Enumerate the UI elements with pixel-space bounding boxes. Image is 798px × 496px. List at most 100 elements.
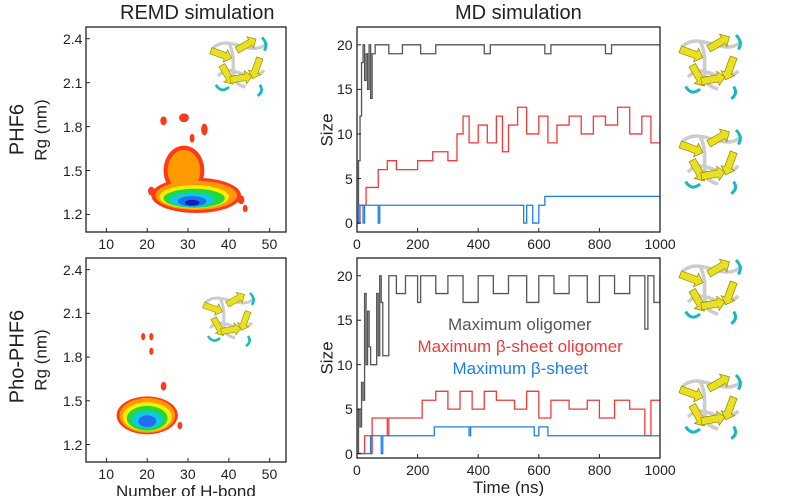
contour-level-5 xyxy=(138,415,157,428)
y-tick-label: 2.1 xyxy=(63,305,83,322)
contour-level-0 xyxy=(149,333,154,341)
x-tick-label: 1000 xyxy=(644,236,676,252)
beta-strand-arrow xyxy=(225,291,245,308)
y-tick-label: 0 xyxy=(345,445,353,462)
contour-level-1 xyxy=(167,150,201,191)
x-tick-label: 600 xyxy=(527,236,551,252)
y-tick-label: 2.4 xyxy=(63,30,83,47)
x-tick-label: 50 xyxy=(261,236,278,252)
x-tick-label: 400 xyxy=(466,462,491,478)
panel-1 xyxy=(356,26,661,233)
beta-strand-arrow xyxy=(678,45,704,63)
protein-structure-md-phf6-1 xyxy=(678,33,744,100)
contour-level-0 xyxy=(160,116,167,126)
contour-level-0 xyxy=(179,113,189,123)
x-tick-label: 20 xyxy=(139,236,155,252)
protein-structure-remd-pho-phf6 xyxy=(202,291,257,348)
y-tick-label: 2.4 xyxy=(63,261,83,278)
beta-strand-arrow xyxy=(700,165,726,182)
y-axis-label: Size xyxy=(317,341,337,375)
beta-strand-arrow xyxy=(720,150,738,176)
beta-strand-arrow xyxy=(678,385,704,403)
beta-strand-arrow xyxy=(234,36,257,54)
y-tick-label: 20 xyxy=(337,267,353,284)
contour-level-0 xyxy=(242,204,248,213)
beta-strand-arrow xyxy=(220,322,242,336)
y-tick-label: 10 xyxy=(337,356,353,373)
series-beta_oligomer xyxy=(357,106,660,224)
remd-column-title: REMD simulation xyxy=(120,2,275,24)
contour-level-6 xyxy=(184,199,200,206)
x-axis-label: Time (ns) xyxy=(473,478,545,496)
y-tick-label: 5 xyxy=(345,401,353,418)
axes-frame xyxy=(356,26,661,233)
cyan-coil xyxy=(206,292,255,348)
y-tick-label: 1.8 xyxy=(63,118,83,135)
x-axis-label: Number of H-bond xyxy=(116,482,256,496)
beta-strand-arrow xyxy=(700,410,726,427)
beta-strand-arrow xyxy=(202,301,223,316)
y-tick-label: 15 xyxy=(337,81,353,98)
y-tick-label: 15 xyxy=(337,312,353,329)
contour-level-0 xyxy=(237,195,245,205)
beta-strand-arrow xyxy=(700,295,726,312)
series-oligomer xyxy=(357,44,660,224)
x-tick-label: 200 xyxy=(406,236,430,252)
y-tick-label: 20 xyxy=(337,36,353,53)
beta-strand-arrow xyxy=(209,47,233,63)
contour-level-0 xyxy=(160,381,167,391)
series-beta_sheet xyxy=(357,195,660,224)
protein-structure-md-pho-phf6-2 xyxy=(678,373,744,440)
contour-level-0 xyxy=(177,421,183,430)
x-tick-label: 50 xyxy=(261,466,278,482)
panel-3 xyxy=(356,257,661,459)
y-tick-label: 1.8 xyxy=(63,349,83,366)
series-beta_oligomer xyxy=(357,390,660,455)
cyan-coil xyxy=(684,33,742,100)
axes-frame xyxy=(85,257,287,463)
beta-strand-arrow xyxy=(678,270,704,288)
cyan-coil xyxy=(214,36,268,97)
protein-structure-md-phf6-2 xyxy=(678,128,744,195)
protein-structure-md-pho-phf6-1 xyxy=(678,258,744,325)
contour-level-0 xyxy=(201,123,208,136)
x-tick-label: 600 xyxy=(527,462,551,478)
x-tick-label: 0 xyxy=(353,236,361,252)
axes-frame xyxy=(85,26,287,233)
y-tick-label: 1.5 xyxy=(63,162,83,179)
panel-2 xyxy=(85,257,287,463)
y-tick-label: 2.1 xyxy=(63,74,83,91)
series-oligomer xyxy=(357,275,660,455)
beta-strand-arrow xyxy=(229,70,253,85)
x-tick-label: 20 xyxy=(139,466,155,482)
y-axis-label: Rg (nm) xyxy=(31,98,51,161)
legend-oligomer: Maximum oligomer xyxy=(448,315,592,334)
plot-content xyxy=(116,333,183,435)
cyan-coil xyxy=(684,128,742,195)
x-tick-label: 400 xyxy=(466,236,491,252)
y-axis-label: Size xyxy=(317,112,337,147)
beta-strand-arrow xyxy=(720,55,738,81)
x-tick-label: 800 xyxy=(587,236,612,252)
x-tick-label: 0 xyxy=(353,462,361,478)
x-tick-label: 10 xyxy=(98,466,114,482)
y-axis-label: Rg (nm) xyxy=(31,329,51,391)
beta-strand-arrow xyxy=(237,310,252,331)
plot-content xyxy=(357,275,660,455)
y-tick-label: 5 xyxy=(345,170,353,187)
x-tick-label: 800 xyxy=(587,462,612,478)
x-tick-label: 40 xyxy=(220,466,237,482)
cyan-coil xyxy=(684,258,742,325)
x-tick-label: 10 xyxy=(98,236,114,252)
legend-beta_oligomer: Maximum β-sheet oligomer xyxy=(417,337,623,356)
contour-level-0 xyxy=(149,347,154,355)
contour-level-0 xyxy=(189,133,195,143)
plot-content xyxy=(357,44,660,224)
beta-strand-arrow xyxy=(720,395,738,421)
beta-strand-arrow xyxy=(700,70,726,87)
x-tick-label: 30 xyxy=(180,236,196,252)
contour-level-0 xyxy=(148,186,155,196)
y-tick-label: 1.5 xyxy=(63,392,83,409)
beta-strand-arrow xyxy=(678,140,704,158)
